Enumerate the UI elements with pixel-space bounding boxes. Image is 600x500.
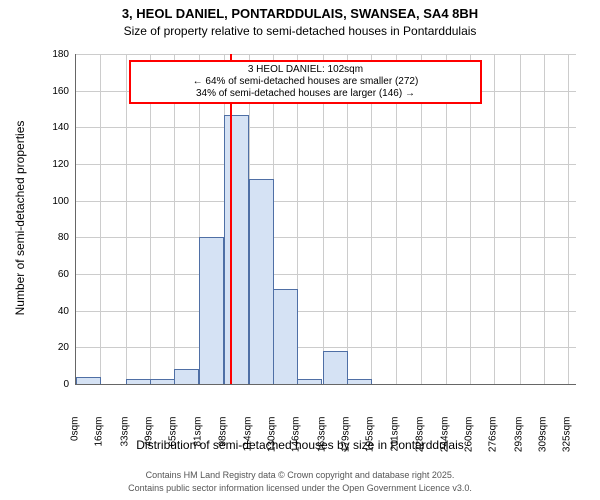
x-gridline: [100, 54, 101, 384]
x-tick-label: 98sqm: [218, 417, 229, 467]
annotation-line2: ← 64% of semi-detached houses are smalle…: [135, 76, 476, 88]
histogram-bar: [76, 377, 101, 384]
x-tick-label: 211sqm: [389, 417, 400, 467]
x-tick-label: 146sqm: [291, 417, 302, 467]
histogram-bar: [249, 179, 274, 384]
y-tick-label: 60: [39, 269, 69, 280]
annotation-line1: 3 HEOL DANIEL: 102sqm: [135, 64, 476, 76]
y-tick-label: 40: [39, 306, 69, 317]
x-tick-label: 163sqm: [316, 417, 327, 467]
x-tick-label: 0sqm: [70, 417, 81, 467]
x-tick-label: 81sqm: [192, 417, 203, 467]
y-tick-label: 80: [39, 232, 69, 243]
x-gridline: [323, 54, 324, 384]
histogram-bar: [273, 289, 298, 384]
x-tick-label: 33sqm: [120, 417, 131, 467]
x-gridline: [174, 54, 175, 384]
histogram-bar: [323, 351, 348, 384]
x-gridline: [421, 54, 422, 384]
x-gridline: [494, 54, 495, 384]
y-tick-label: 140: [39, 122, 69, 133]
histogram-bar: [150, 379, 175, 385]
histogram-bar: [297, 379, 322, 385]
x-gridline: [470, 54, 471, 384]
histogram-bar: [224, 115, 249, 385]
x-gridline: [520, 54, 521, 384]
x-tick-label: 276sqm: [488, 417, 499, 467]
annotation-line3: 34% of semi-detached houses are larger (…: [135, 88, 476, 100]
x-tick-label: 228sqm: [415, 417, 426, 467]
x-tick-label: 130sqm: [266, 417, 277, 467]
reference-line: [230, 54, 232, 384]
plot-area: 3 HEOL DANIEL: 102sqm← 64% of semi-detac…: [75, 54, 576, 385]
x-tick-label: 65sqm: [168, 417, 179, 467]
y-tick-label: 160: [39, 86, 69, 97]
histogram-bar: [174, 369, 199, 384]
histogram-bar: [347, 379, 372, 385]
y-tick-label: 120: [39, 159, 69, 170]
y-tick-label: 0: [39, 379, 69, 390]
x-gridline: [126, 54, 127, 384]
y-tick-label: 100: [39, 196, 69, 207]
annotation-box: 3 HEOL DANIEL: 102sqm← 64% of semi-detac…: [129, 60, 482, 104]
x-gridline: [347, 54, 348, 384]
x-tick-label: 49sqm: [144, 417, 155, 467]
x-gridline: [544, 54, 545, 384]
x-tick-label: 195sqm: [365, 417, 376, 467]
y-axis-label: Number of semi-detached properties: [13, 53, 27, 383]
x-tick-label: 179sqm: [341, 417, 352, 467]
x-tick-label: 309sqm: [538, 417, 549, 467]
chart-title: 3, HEOL DANIEL, PONTARDDULAIS, SWANSEA, …: [0, 6, 600, 21]
x-gridline: [446, 54, 447, 384]
x-tick-label: 325sqm: [562, 417, 573, 467]
x-tick-label: 114sqm: [242, 417, 253, 467]
x-tick-label: 244sqm: [439, 417, 450, 467]
x-gridline: [396, 54, 397, 384]
x-gridline: [568, 54, 569, 384]
x-tick-label: 260sqm: [463, 417, 474, 467]
y-tick-label: 20: [39, 342, 69, 353]
x-gridline: [371, 54, 372, 384]
histogram-bar: [199, 237, 224, 384]
footer-line-1: Contains HM Land Registry data © Crown c…: [0, 470, 600, 480]
y-tick-label: 180: [39, 49, 69, 60]
histogram-bar: [126, 379, 151, 385]
footer-line-2: Contains public sector information licen…: [0, 483, 600, 493]
x-gridline: [150, 54, 151, 384]
x-tick-label: 16sqm: [94, 417, 105, 467]
x-tick-label: 293sqm: [513, 417, 524, 467]
chart-subtitle: Size of property relative to semi-detach…: [0, 24, 600, 38]
